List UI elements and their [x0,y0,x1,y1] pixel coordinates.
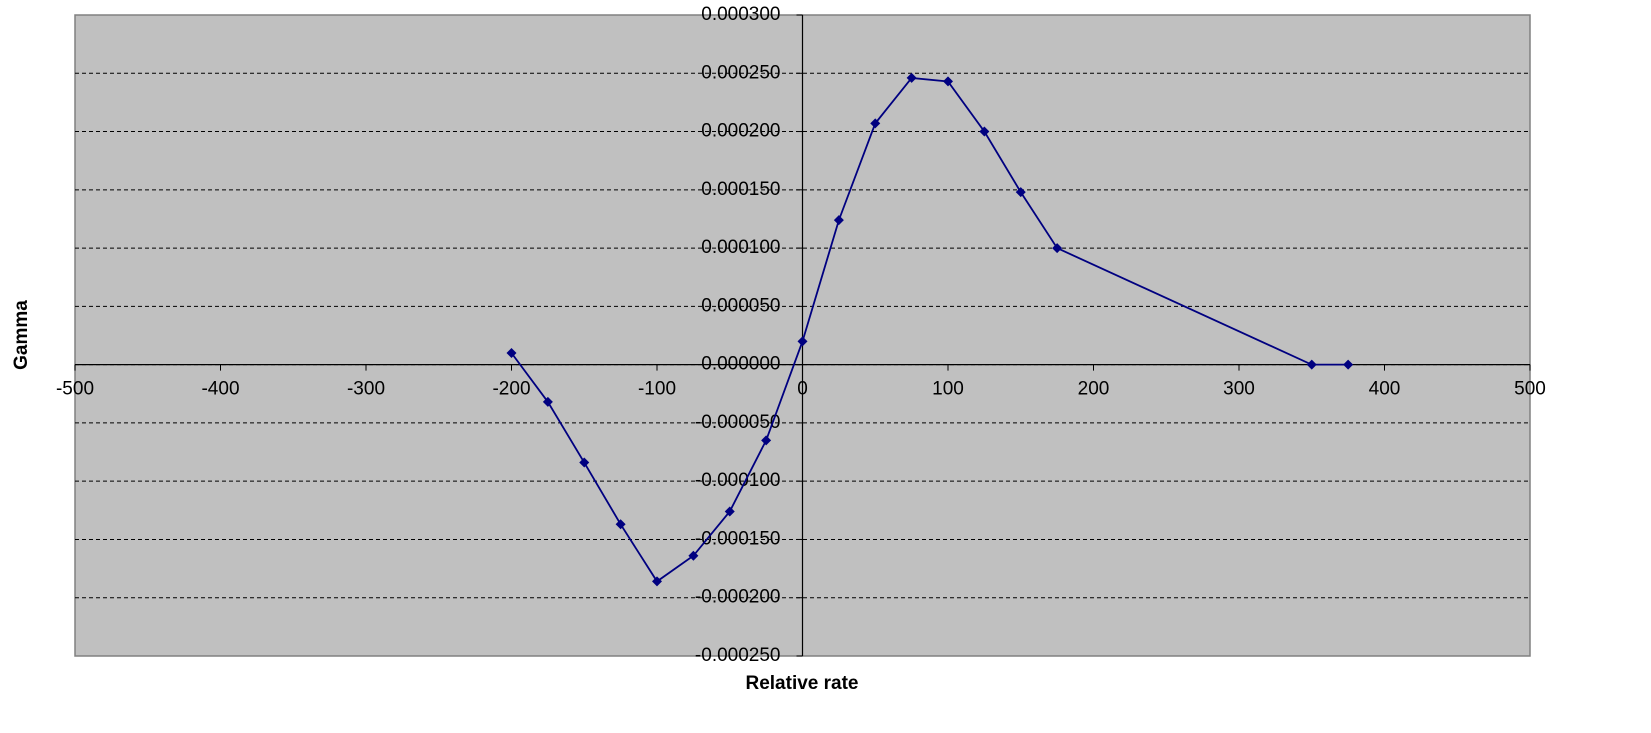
x-tick-label: 500 [1514,379,1546,400]
x-tick-label: 200 [1078,379,1110,400]
x-axis-title: Relative rate [745,673,858,694]
x-tick-label: -200 [492,379,530,400]
marker [1015,187,1026,198]
marker [906,72,917,83]
y-tick-label: 0.000250 [701,62,780,83]
x-tick-label: 400 [1369,379,1401,400]
marker [652,576,662,587]
marker [1052,243,1063,254]
y-tick-label: 0.000100 [701,237,780,258]
marker [870,118,881,129]
y-tick-label: 0.000200 [701,121,780,142]
x-tick-label: -400 [201,379,239,400]
y-tick-label: -0.000150 [695,528,781,549]
y-tick-label: 0.000300 [701,4,780,25]
y-tick-label: -0.000250 [695,645,781,666]
marker [579,457,590,468]
marker [943,76,953,87]
marker [542,396,553,407]
marker [797,336,808,347]
marker [833,215,844,226]
marker [688,550,699,561]
y-tick-label: -0.000200 [695,587,781,608]
x-tick-label: -300 [347,379,385,400]
x-tick-label: 300 [1223,379,1255,400]
marker [1343,359,1354,370]
x-tick-label: -100 [638,379,676,400]
marker [724,506,735,517]
y-axis-title: Gamma [11,300,32,370]
y-tick-label: -0.000100 [695,470,781,491]
y-tick-label: 0.000150 [701,179,780,200]
x-tick-label: -500 [56,379,94,400]
marker [615,519,626,530]
marker [506,347,517,358]
line [510,76,1349,583]
marker [1306,359,1317,370]
y-tick-label: 0.000050 [701,295,780,316]
marker [761,435,772,446]
marker [979,126,990,137]
y-tick-label: -0.000050 [695,412,781,433]
x-tick-label: 100 [932,379,964,400]
